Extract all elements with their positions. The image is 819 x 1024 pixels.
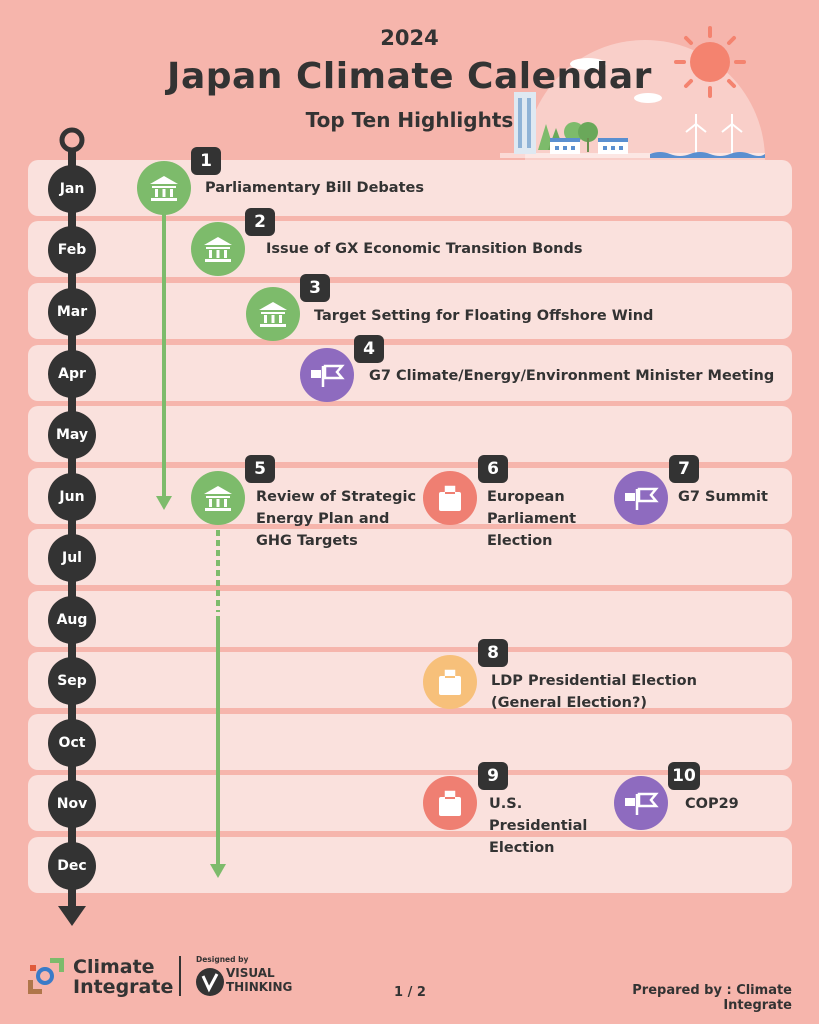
year: 2024 bbox=[380, 26, 439, 50]
event-8-number-badge: 8 bbox=[478, 639, 508, 667]
government-building-icon bbox=[259, 302, 287, 327]
month-label-apr: Apr bbox=[48, 350, 96, 398]
timeline-spine bbox=[58, 127, 86, 926]
month-row-oct bbox=[28, 714, 792, 770]
event-9-icon-circle bbox=[423, 776, 477, 830]
event-5-label: Review of Strategic Energy Plan and GHG … bbox=[256, 489, 417, 549]
government-building-icon bbox=[204, 486, 232, 511]
month-row-apr bbox=[28, 345, 792, 401]
month-label-jan: Jan bbox=[48, 165, 96, 213]
ballot-box-icon bbox=[439, 789, 461, 816]
page-number: 1 / 2 bbox=[394, 985, 426, 1000]
prepared-by: Prepared by : Climate Integrate bbox=[632, 983, 792, 1013]
event-2-number-badge: 2 bbox=[245, 208, 275, 236]
event-3-number-badge: 3 bbox=[300, 274, 330, 302]
climate-integrate-logo-icon bbox=[28, 958, 64, 994]
month-row-mar bbox=[28, 283, 792, 339]
event-8-icon-circle bbox=[423, 655, 477, 709]
month-row-aug bbox=[28, 591, 792, 647]
event-10-icon-circle bbox=[614, 776, 668, 830]
flags-icon bbox=[625, 487, 659, 510]
designed-by-label: Designed by bbox=[196, 955, 249, 964]
ballot-box-icon bbox=[439, 668, 461, 695]
event-7-number-badge: 7 bbox=[669, 455, 699, 483]
event-1-icon-circle bbox=[137, 161, 191, 215]
flags-icon bbox=[311, 364, 345, 387]
event-10-label: COP29 bbox=[685, 796, 739, 812]
org-name-line2: Integrate bbox=[73, 976, 174, 998]
event-5-number-badge: 5 bbox=[245, 455, 275, 483]
designer-name-line2: THINKING bbox=[226, 980, 293, 994]
event-1-label: Parliamentary Bill Debates bbox=[205, 180, 424, 196]
designer-name-line1: VISUAL bbox=[226, 966, 275, 980]
flags-icon bbox=[625, 792, 659, 815]
event-2-icon-circle bbox=[191, 222, 245, 276]
page-title: Japan Climate Calendar bbox=[167, 56, 652, 97]
month-label-jul: Jul bbox=[48, 534, 96, 582]
event-4-number-badge: 4 bbox=[354, 335, 384, 363]
ballot-box-icon bbox=[439, 484, 461, 511]
month-label-sep: Sep bbox=[48, 657, 96, 705]
event-9-label: U.S. Presidential Election bbox=[489, 796, 588, 856]
event-3-label: Target Setting for Floating Offshore Win… bbox=[314, 308, 654, 324]
footer-divider bbox=[179, 956, 181, 996]
event-6-icon-circle bbox=[423, 471, 477, 525]
sun-icon bbox=[674, 26, 746, 98]
event-1-number-badge: 1 bbox=[191, 147, 221, 175]
government-building-icon bbox=[204, 237, 232, 262]
org-name-line1: Climate bbox=[73, 956, 155, 978]
month-row-jul bbox=[28, 529, 792, 585]
month-label-may: May bbox=[48, 411, 96, 459]
event-10-number-badge: 10 bbox=[668, 762, 700, 790]
month-label-mar: Mar bbox=[48, 288, 96, 336]
month-label-nov: Nov bbox=[48, 780, 96, 828]
page-subtitle: Top Ten Highlights bbox=[305, 108, 514, 132]
event-6-label: European Parliament Election bbox=[487, 489, 577, 549]
month-label-dec: Dec bbox=[48, 842, 96, 890]
event-8-label: LDP Presidential Election (General Elect… bbox=[491, 673, 697, 711]
event-6-number-badge: 6 bbox=[478, 455, 508, 483]
city-sun-illustration bbox=[500, 26, 765, 160]
event-9-number-badge: 9 bbox=[478, 762, 508, 790]
event-3-icon-circle bbox=[246, 287, 300, 341]
event-7-label: G7 Summit bbox=[678, 489, 768, 505]
event-7-icon-circle bbox=[614, 471, 668, 525]
month-label-jun: Jun bbox=[48, 473, 96, 521]
month-label-oct: Oct bbox=[48, 719, 96, 767]
month-row-dec bbox=[28, 837, 792, 893]
event-2-label: Issue of GX Economic Transition Bonds bbox=[266, 241, 583, 257]
month-label-aug: Aug bbox=[48, 596, 96, 644]
month-row-may bbox=[28, 406, 792, 462]
event-5-icon-circle bbox=[191, 471, 245, 525]
visual-thinking-logo-icon bbox=[196, 968, 224, 996]
timeline-arrow-icon bbox=[58, 906, 86, 926]
month-row-feb bbox=[28, 221, 792, 277]
government-building-icon bbox=[150, 176, 178, 201]
month-label-feb: Feb bbox=[48, 226, 96, 274]
event-4-label: G7 Climate/Energy/Environment Minister M… bbox=[369, 368, 775, 384]
month-row-sep bbox=[28, 652, 792, 708]
event-4-icon-circle bbox=[300, 348, 354, 402]
